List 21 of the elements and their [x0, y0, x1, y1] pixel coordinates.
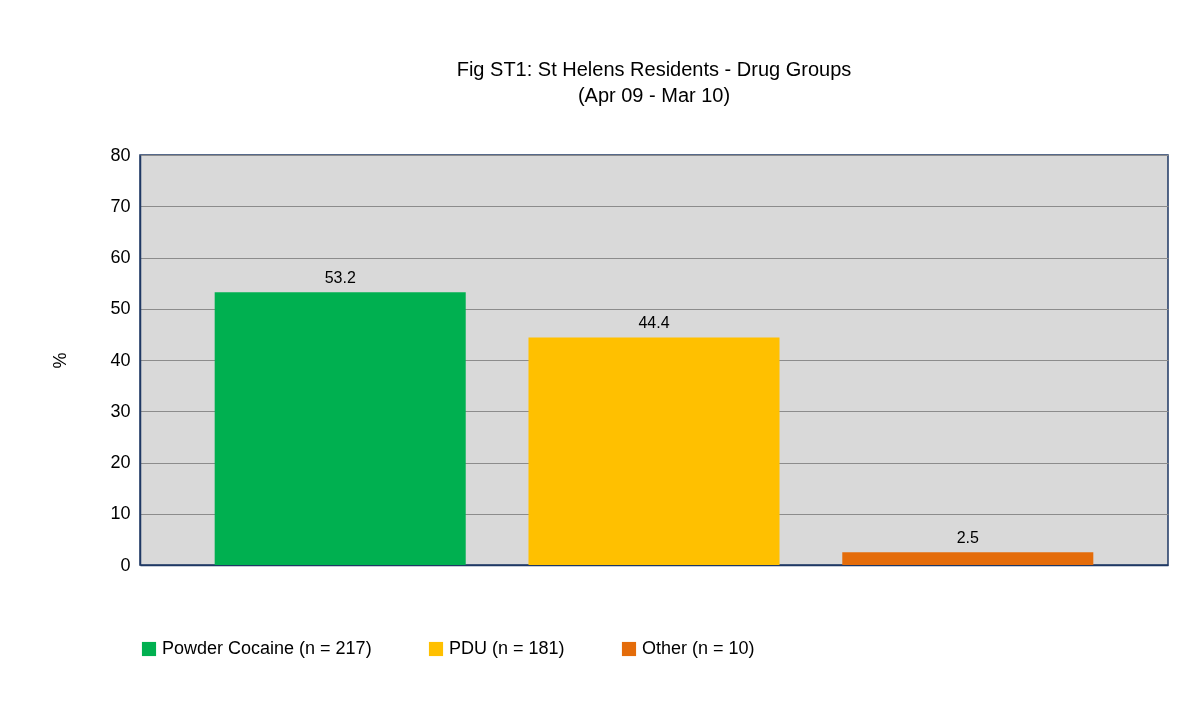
- bar: [842, 552, 1094, 565]
- data-label: 44.4: [638, 314, 670, 332]
- legend-label: PDU (n = 181): [449, 638, 565, 658]
- data-label: 2.5: [956, 529, 980, 547]
- y-tick-label: 80: [110, 144, 131, 165]
- y-tick-label: 40: [110, 349, 131, 370]
- y-tick-label: 50: [110, 298, 131, 319]
- y-tick-label: 0: [120, 554, 131, 575]
- y-tick-label: 20: [110, 452, 131, 472]
- legend-label: Powder Cocaine (n = 217): [162, 638, 372, 658]
- chart-title: Fig ST1: St Helens Residents - Drug Groups: [456, 58, 852, 80]
- y-tick-label: 10: [110, 503, 131, 524]
- y-tick-label: 60: [110, 247, 131, 267]
- y-axis-title: %: [50, 352, 71, 369]
- bar: [528, 337, 780, 565]
- data-label: 53.2: [324, 269, 356, 287]
- bar: [214, 292, 466, 565]
- chart-subtitle: (Apr 09 - Mar 10): [577, 84, 731, 106]
- legend-label: Other (n = 10): [642, 638, 755, 658]
- y-tick-label: 30: [110, 400, 131, 421]
- y-tick-label: 70: [110, 195, 131, 216]
